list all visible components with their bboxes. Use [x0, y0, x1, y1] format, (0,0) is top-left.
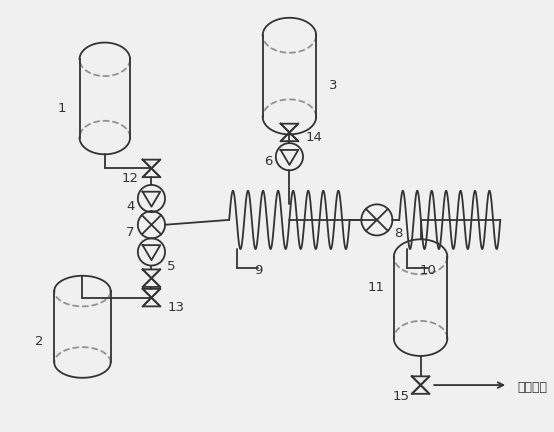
Text: 1: 1	[58, 102, 66, 114]
Text: 10: 10	[420, 264, 437, 277]
Text: 14: 14	[305, 131, 322, 144]
Text: 3: 3	[330, 79, 338, 92]
Text: 5: 5	[167, 260, 175, 273]
Text: 7: 7	[126, 226, 134, 239]
Text: 11: 11	[368, 281, 385, 294]
Text: 8: 8	[394, 227, 402, 240]
Text: 15: 15	[393, 390, 409, 403]
Text: 6: 6	[264, 155, 272, 168]
Text: 后续处理: 后续处理	[518, 381, 548, 394]
Text: 4: 4	[126, 200, 134, 213]
Text: 12: 12	[121, 172, 138, 184]
Text: 2: 2	[35, 335, 44, 348]
Text: 13: 13	[167, 301, 184, 314]
Text: 9: 9	[254, 264, 263, 277]
